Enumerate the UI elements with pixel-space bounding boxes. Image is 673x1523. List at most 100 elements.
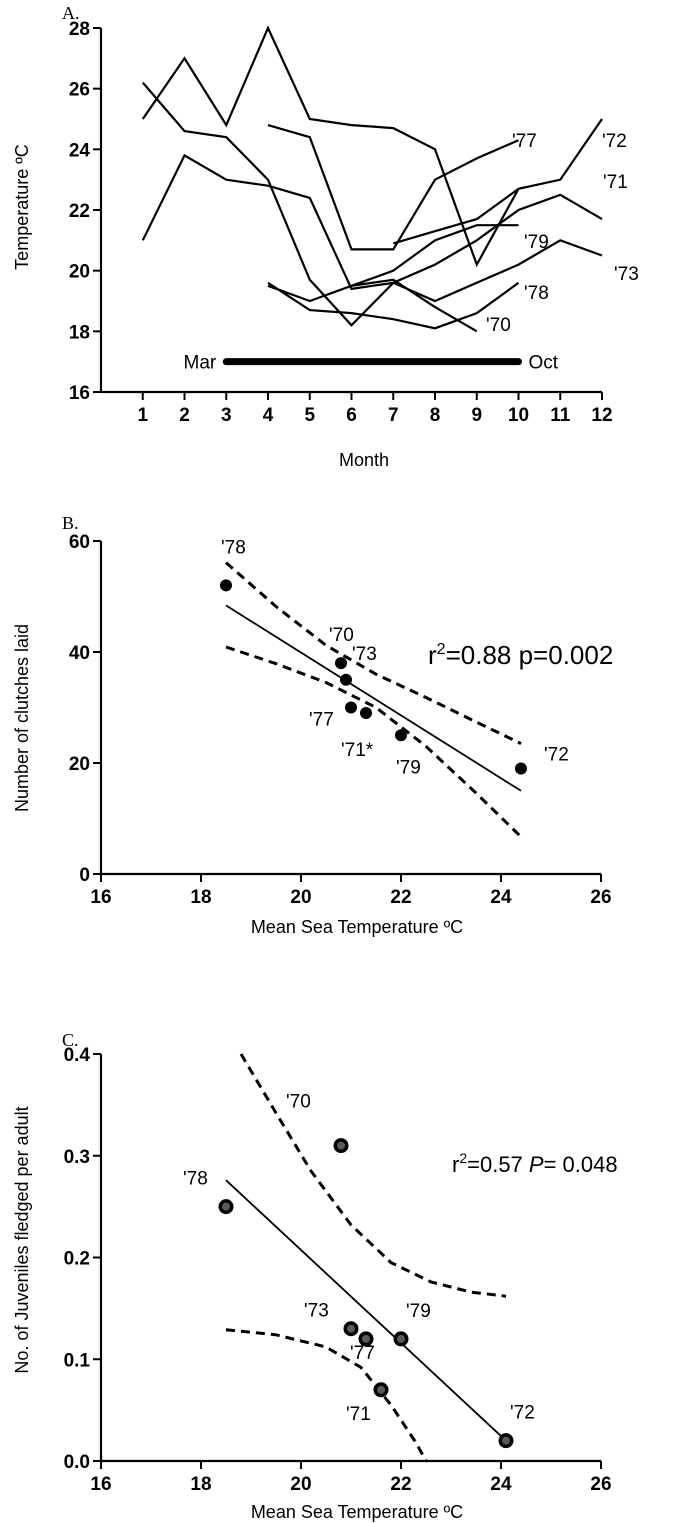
panel-c-p-value: = 0.048 [544,1152,618,1177]
data-point-core [362,1334,370,1343]
data-point-core [377,1385,385,1394]
x-tick-label: 18 [190,887,211,908]
series-line [267,281,520,330]
confidence-band-upper [239,1053,507,1298]
x-tick-label: 18 [190,1474,211,1495]
x-tick-label: 24 [490,887,512,908]
panel-a-series-labels: '77 '72 '71 '79 '73 '78 '70 [486,131,639,336]
point-label: '70 [329,625,354,646]
point-label: '78 [183,1169,208,1190]
panel-b-x-axis-label: Mean Sea Temperature ºC [251,917,463,937]
x-tick-label: 10 [508,405,529,426]
point-label: '71 [346,1404,371,1425]
panel-b-axes: 0 20 40 60 16 18 20 22 24 26 [69,532,612,908]
point-label: '77 [309,710,334,731]
panel-b-r2-annotation: r2=0.88 p=0.002 [428,640,613,670]
data-point [395,729,407,742]
data-point-core [337,1141,345,1150]
panel-c-r2-annotation: r2=0.57 P= 0.048 [452,1150,618,1177]
data-point [345,701,357,714]
panel-c-r2-symbol: r [452,1152,459,1177]
y-tick-label: 28 [69,19,90,40]
x-tick-label: 5 [304,405,315,426]
data-point-core [502,1436,510,1445]
panel-c-chart: C. 0.0 0.1 0.2 0.3 0.4 16 18 20 22 24 26 '78 '70 '73… [12,1030,618,1522]
x-tick-label: 20 [290,1474,311,1495]
series-line [141,25,520,268]
y-tick-label: 18 [69,322,90,343]
data-point-core [397,1334,405,1343]
panel-c-axes: 0.0 0.1 0.2 0.3 0.4 16 18 20 22 24 26 [64,1045,612,1495]
x-tick-label: 4 [263,405,274,426]
panel-b-r2-superscript: 2 [437,641,446,658]
y-tick-label: 0.1 [64,1350,91,1371]
panel-b-label: B. [62,513,79,533]
panel-c-label: C. [62,1030,79,1050]
y-tick-label: 22 [69,201,90,222]
series-label: '73 [614,264,639,285]
season-start-label: Mar [184,353,217,374]
x-tick-label: 22 [390,887,411,908]
x-tick-label: 3 [221,405,232,426]
panel-b-points: '78 '70'73 '77 '71* '79 '72 [220,537,569,778]
y-tick-label: 0.2 [64,1249,90,1270]
series-label: '70 [486,315,511,336]
x-tick-label: 24 [490,1474,512,1495]
panel-a-label: A. [62,3,80,23]
confidence-band-lower [225,645,523,838]
confidence-band-upper [225,561,522,745]
panel-c-r2-value: =0.57 [467,1152,529,1177]
x-tick-label: 1 [137,405,148,426]
x-tick-label: 22 [390,1474,411,1495]
x-tick-label: 6 [346,405,357,426]
y-tick-label: 0.4 [64,1045,91,1066]
data-point-core [222,1202,230,1211]
panel-b-r2-symbol: r [428,640,437,670]
y-tick-label: 0.0 [64,1452,90,1473]
series-line [141,153,603,291]
regression-line [225,1179,507,1442]
series-label: '79 [524,232,549,253]
panel-c-x-axis-label: Mean Sea Temperature ºC [251,1502,463,1522]
panel-b-r2-value: =0.88 p=0.002 [446,640,614,670]
data-point [360,707,372,720]
y-tick-label: 0.3 [64,1147,90,1168]
series-line [267,224,519,303]
panel-c-p-symbol: P [529,1152,544,1177]
panel-c-points: '78 '70 '73 '77 '71 '79 '72 [183,1092,535,1449]
series-line [267,124,519,251]
point-label: '79 [406,1301,431,1322]
y-tick-label: 26 [69,80,90,101]
panel-b-y-axis-label: Number of clutches laid [12,624,32,812]
point-label: '70 [286,1092,311,1113]
point-label: '71* [341,740,374,761]
panel-b-fit [225,561,523,838]
x-tick-label: 11 [550,405,571,426]
series-label: '78 [524,283,549,304]
x-tick-label: 26 [590,1474,611,1495]
point-label: '77 [350,1343,375,1364]
x-tick-label: 7 [388,405,399,426]
series-line [351,278,478,333]
point-label: '73 [352,644,377,665]
y-tick-label: 16 [69,383,90,404]
data-point [335,657,347,670]
x-tick-label: 16 [90,887,111,908]
series-label: '71 [603,172,628,193]
x-tick-label: 8 [430,405,441,426]
regression-line [225,604,522,792]
series-line [141,81,603,327]
panel-a-y-axis-label: Temperature ºC [12,144,32,270]
series-line [392,118,603,245]
x-tick-label: 20 [290,887,311,908]
point-label: '78 [221,537,246,558]
y-tick-label: 60 [69,532,90,553]
season-end-label: Oct [529,353,559,374]
point-label: '73 [304,1301,329,1322]
data-point [220,579,232,592]
panel-a-x-axis-label: Month [339,450,389,470]
panel-a-series: Mar Oct [141,25,603,374]
x-tick-label: 26 [590,887,611,908]
